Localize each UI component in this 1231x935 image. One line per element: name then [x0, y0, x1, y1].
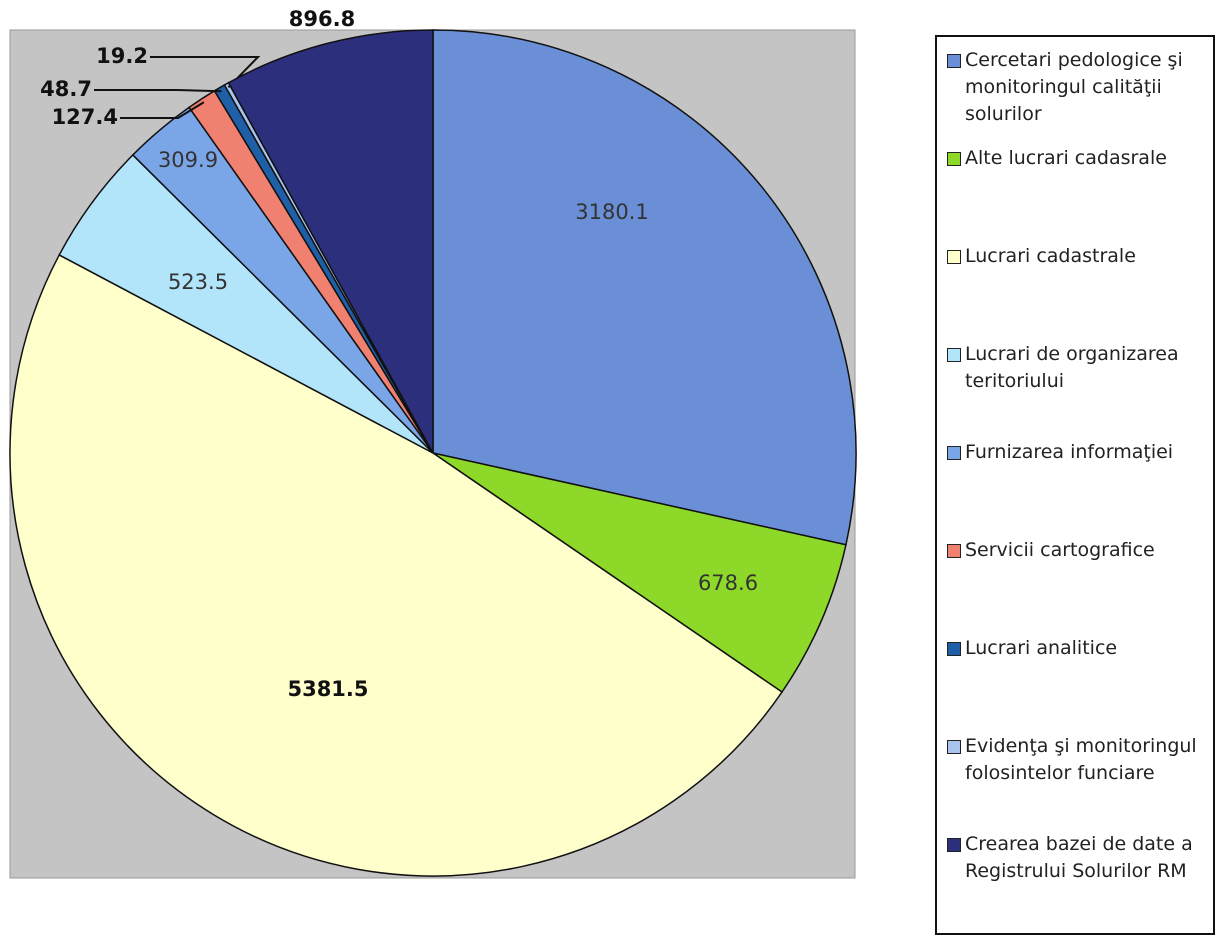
- legend-item: Lucrari analitice: [945, 635, 1213, 662]
- legend-label: Alte lucrari cadasrale: [965, 147, 1167, 169]
- legend-label: Crearea bazei de date a Registrului Solu…: [965, 833, 1193, 882]
- legend-swatch: [947, 740, 961, 754]
- leader-line: [120, 101, 205, 119]
- legend-swatch: [947, 544, 961, 558]
- data-label: 3180.1: [575, 200, 648, 224]
- data-label: 678.6: [698, 571, 758, 595]
- data-label: 5381.5: [287, 677, 368, 701]
- leader-line: [94, 89, 222, 93]
- legend-swatch: [947, 642, 961, 656]
- legend-label: Lucrari de organizarea teritoriului: [965, 343, 1179, 392]
- legend-swatch: [947, 838, 961, 852]
- chart: 3180.1 678.6 5381.5 523.5 309.9 127.4 48.719.2…: [9, 7, 857, 879]
- data-label: 127.4: [52, 105, 118, 129]
- legend-item: Cercetari pedologice şi monitoringul cal…: [945, 47, 1213, 128]
- legend-item: Lucrari cadastrale: [945, 243, 1213, 270]
- legend-item: Furnizarea informaţiei: [945, 439, 1213, 466]
- legend-swatch: [947, 348, 961, 362]
- data-label: 523.5: [168, 270, 228, 294]
- data-label: 896.8: [289, 7, 355, 31]
- pie-slice: [9, 253, 784, 877]
- data-label: 19.2: [96, 44, 148, 68]
- legend-item: Lucrari de organizarea teritoriului: [945, 341, 1213, 395]
- legend-label: Servicii cartografice: [965, 539, 1155, 561]
- data-label: 48.7: [40, 77, 92, 101]
- legend: Cercetari pedologice şi monitoringul cal…: [935, 35, 1215, 935]
- pie-slice: [432, 452, 847, 694]
- pie-slice: [227, 29, 434, 454]
- legend-swatch: [947, 152, 961, 166]
- legend-item: Servicii cartografice: [945, 537, 1213, 564]
- legend-swatch: [947, 250, 961, 264]
- legend-label: Cercetari pedologice şi monitoringul cal…: [965, 49, 1183, 125]
- legend-label: Lucrari cadastrale: [965, 245, 1136, 267]
- legend-item: Evidenţa şi monitoringul folosintelor fu…: [945, 733, 1213, 787]
- legend-swatch: [947, 446, 961, 460]
- data-label: 309.9: [158, 148, 218, 172]
- legend-item: Alte lucrari cadasrale: [945, 145, 1213, 172]
- pie-slice: [432, 29, 857, 546]
- legend-label: Evidenţa şi monitoringul folosintelor fu…: [965, 735, 1197, 784]
- legend-label: Furnizarea informaţiei: [965, 441, 1174, 463]
- legend-item: Crearea bazei de date a Registrului Solu…: [945, 831, 1213, 885]
- legend-swatch: [947, 54, 961, 68]
- legend-label: Lucrari analitice: [965, 637, 1118, 659]
